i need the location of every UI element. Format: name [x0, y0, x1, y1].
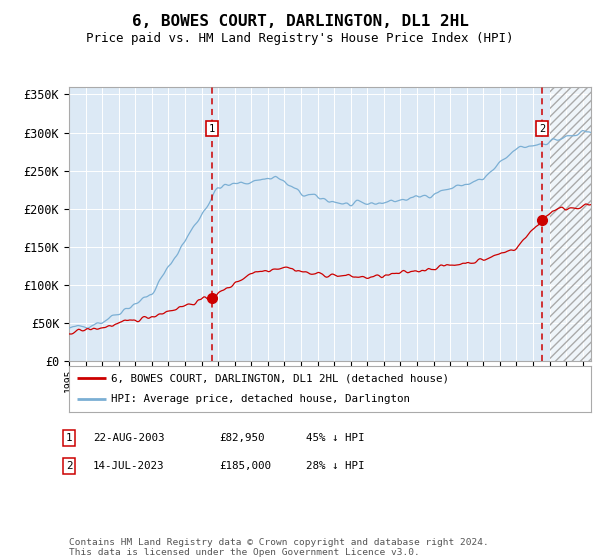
Text: 28% ↓ HPI: 28% ↓ HPI	[306, 461, 365, 471]
Text: 22-AUG-2003: 22-AUG-2003	[93, 433, 164, 443]
Bar	[550, 87, 591, 361]
Text: 6, BOWES COURT, DARLINGTON, DL1 2HL (detached house): 6, BOWES COURT, DARLINGTON, DL1 2HL (det…	[111, 373, 449, 383]
Text: HPI: Average price, detached house, Darlington: HPI: Average price, detached house, Darl…	[111, 394, 410, 404]
Text: 1: 1	[66, 433, 72, 443]
Text: 6, BOWES COURT, DARLINGTON, DL1 2HL: 6, BOWES COURT, DARLINGTON, DL1 2HL	[131, 14, 469, 29]
Text: 14-JUL-2023: 14-JUL-2023	[93, 461, 164, 471]
Text: Price paid vs. HM Land Registry's House Price Index (HPI): Price paid vs. HM Land Registry's House …	[86, 32, 514, 45]
Text: £82,950: £82,950	[219, 433, 265, 443]
Text: 45% ↓ HPI: 45% ↓ HPI	[306, 433, 365, 443]
Text: £185,000: £185,000	[219, 461, 271, 471]
Text: 2: 2	[66, 461, 72, 471]
Bar	[550, 87, 591, 361]
Text: Contains HM Land Registry data © Crown copyright and database right 2024.
This d: Contains HM Land Registry data © Crown c…	[69, 538, 489, 557]
Text: 1: 1	[209, 124, 215, 134]
Text: 2: 2	[539, 124, 545, 134]
